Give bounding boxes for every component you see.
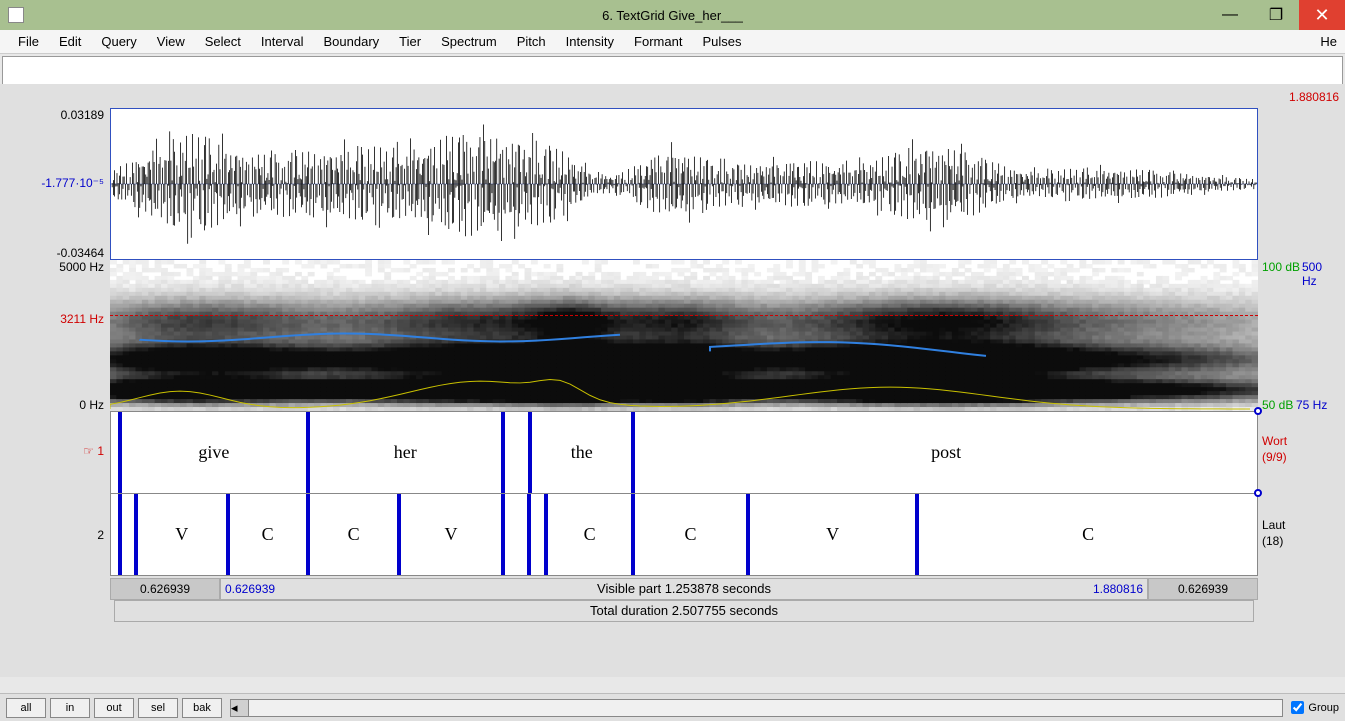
menu-intensity[interactable]: Intensity xyxy=(556,31,624,52)
menubar: File Edit Query View Select Interval Bou… xyxy=(0,30,1345,54)
menu-view[interactable]: View xyxy=(147,31,195,52)
tier-interval[interactable]: C xyxy=(306,494,398,575)
window-title: 6. TextGrid Give_her___ xyxy=(602,8,743,23)
spec-ymax: 5000 Hz xyxy=(59,260,104,274)
menu-select[interactable]: Select xyxy=(195,31,251,52)
close-button[interactable]: ✕ xyxy=(1299,0,1345,30)
wave-ymin: -0.03464 xyxy=(57,246,104,260)
wave-ymid: -1.777·10⁻⁵ xyxy=(41,176,104,190)
minimize-button[interactable]: — xyxy=(1207,0,1253,30)
waveform-panel[interactable] xyxy=(110,108,1258,260)
visible-start: 0.626939 xyxy=(225,579,275,599)
spec-db-bot: 50 dB xyxy=(1262,398,1293,412)
spec-ymin: 0 Hz xyxy=(79,398,104,412)
tier2-end-handle[interactable] xyxy=(1254,489,1262,497)
menu-query[interactable]: Query xyxy=(91,31,146,52)
spec-db-top: 100 dB xyxy=(1262,260,1300,274)
menu-file[interactable]: File xyxy=(8,31,49,52)
time-top-right: 1.880816 xyxy=(1289,90,1339,104)
menu-pulses[interactable]: Pulses xyxy=(692,31,751,52)
tier-interval[interactable]: C xyxy=(544,494,631,575)
app-icon xyxy=(8,7,24,23)
zoom-bak-button[interactable]: bak xyxy=(182,698,222,718)
tier-interval[interactable] xyxy=(501,494,527,575)
tier-interval[interactable]: give xyxy=(118,412,306,493)
spec-ymid: 3211 Hz xyxy=(60,312,104,326)
main-area: 1.880816 0.03189 -1.777·10⁻⁵ -0.03464 50… xyxy=(0,84,1345,677)
spec-hz-bot: 75 Hz xyxy=(1296,398,1327,412)
scrollbar-left-arrow[interactable]: ◂ xyxy=(231,700,249,716)
tier-interval[interactable]: C xyxy=(631,494,746,575)
footer-controls: all in out sel bak ◂ Group xyxy=(0,693,1345,721)
tier-interval[interactable]: C xyxy=(915,494,1257,575)
tier-laut[interactable]: VCCVCCVC xyxy=(110,494,1258,576)
group-checkbox[interactable] xyxy=(1291,701,1304,714)
zoom-all-button[interactable]: all xyxy=(6,698,46,718)
total-duration-bar[interactable]: Total duration 2.507755 seconds xyxy=(114,600,1254,622)
pad-left-time[interactable]: 0.626939 xyxy=(110,578,220,600)
tier-interval[interactable]: V xyxy=(134,494,226,575)
tier-interval[interactable]: the xyxy=(528,412,631,493)
canvas-area: giveherthepost VCCVCCVC 0.626939 0.62693… xyxy=(110,108,1258,666)
tier-interval[interactable]: V xyxy=(746,494,916,575)
tier2-name: Laut xyxy=(1262,518,1285,532)
menu-spectrum[interactable]: Spectrum xyxy=(431,31,507,52)
group-checkbox-label[interactable]: Group xyxy=(1291,701,1339,714)
tier-interval[interactable] xyxy=(118,494,134,575)
tier-interval[interactable]: her xyxy=(306,412,501,493)
visible-end: 1.880816 xyxy=(1093,579,1143,599)
visible-part-bar[interactable]: 0.626939 Visible part 1.253878 seconds 1… xyxy=(220,578,1148,600)
menu-pitch[interactable]: Pitch xyxy=(507,31,556,52)
tier-interval[interactable] xyxy=(501,412,529,493)
tier2-count: (18) xyxy=(1262,534,1283,548)
text-input-bar[interactable] xyxy=(2,56,1343,86)
horizontal-scrollbar[interactable]: ◂ xyxy=(230,699,1283,717)
titlebar: 6. TextGrid Give_her___ — ❐ ✕ xyxy=(0,0,1345,30)
menu-edit[interactable]: Edit xyxy=(49,31,91,52)
window-controls: — ❐ ✕ xyxy=(1207,0,1345,30)
tier-interval[interactable]: V xyxy=(397,494,500,575)
menu-help[interactable]: He xyxy=(1320,34,1337,49)
time-info: 0.626939 0.626939 Visible part 1.253878 … xyxy=(110,578,1258,666)
menu-boundary[interactable]: Boundary xyxy=(314,31,390,52)
wave-ymax: 0.03189 xyxy=(61,108,104,122)
tier-wort[interactable]: giveherthepost xyxy=(110,412,1258,494)
spec-hz-top: 500 Hz xyxy=(1302,260,1340,288)
tier1-count: (9/9) xyxy=(1262,450,1287,464)
zoom-sel-button[interactable]: sel xyxy=(138,698,178,718)
menu-interval[interactable]: Interval xyxy=(251,31,314,52)
group-label: Group xyxy=(1308,702,1339,714)
tier-interval[interactable] xyxy=(527,494,544,575)
tier1-marker: ☞ 1 xyxy=(83,444,104,458)
menu-tier[interactable]: Tier xyxy=(389,31,431,52)
pad-right-time[interactable]: 0.626939 xyxy=(1148,578,1258,600)
tier1-name: Wort xyxy=(1262,434,1287,448)
tier-interval[interactable]: post xyxy=(631,412,1257,493)
visible-part-text: Visible part 1.253878 seconds xyxy=(597,581,771,596)
spectrogram-panel[interactable] xyxy=(110,260,1258,412)
tier2-marker: 2 xyxy=(97,528,104,542)
formant-cursor-line xyxy=(110,315,1258,316)
zoom-out-button[interactable]: out xyxy=(94,698,134,718)
tier-interval[interactable]: C xyxy=(226,494,306,575)
tier-interval[interactable] xyxy=(111,412,118,493)
zoom-in-button[interactable]: in xyxy=(50,698,90,718)
maximize-button[interactable]: ❐ xyxy=(1253,0,1299,30)
menu-formant[interactable]: Formant xyxy=(624,31,692,52)
tier-interval[interactable] xyxy=(111,494,118,575)
